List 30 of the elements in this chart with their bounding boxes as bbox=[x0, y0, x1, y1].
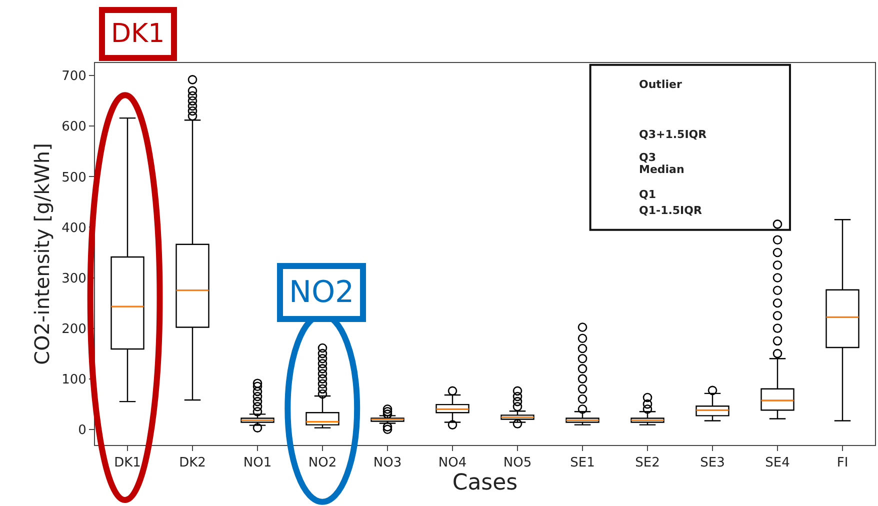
y-tick-label: 100 bbox=[62, 372, 86, 388]
annotation: Median bbox=[639, 163, 684, 176]
y-tick-label: 500 bbox=[62, 170, 86, 186]
x-tick-label: NO4 bbox=[438, 456, 467, 471]
x-tick-label: DK2 bbox=[179, 456, 206, 471]
annotation: NO2 bbox=[289, 275, 354, 310]
y-tick-label: 300 bbox=[62, 271, 86, 286]
x-tick-label: NO3 bbox=[373, 456, 402, 471]
y-tick-label: 400 bbox=[62, 220, 86, 236]
text: DK1 bbox=[111, 19, 165, 49]
x-tick-label: SE4 bbox=[765, 456, 790, 471]
x-tick-label: DK1 bbox=[114, 456, 141, 471]
x-axis-title: Cases bbox=[452, 470, 518, 496]
x-tick-label: NO5 bbox=[503, 456, 532, 471]
y-tick-label: 200 bbox=[62, 322, 86, 337]
x-tick-label: NO2 bbox=[308, 456, 337, 471]
y-tick-label: 0 bbox=[78, 422, 86, 438]
annotation: Q1-1.5IQR bbox=[639, 204, 702, 217]
y-axis-title: CO2-intensity [g/kWh] bbox=[30, 143, 54, 365]
y-tick-label: 700 bbox=[62, 69, 86, 84]
annotation: Outlier bbox=[639, 78, 682, 91]
x-tick-label: FI bbox=[836, 456, 848, 471]
y-tick-label: 600 bbox=[62, 120, 86, 135]
x-tick-label: SE3 bbox=[700, 456, 725, 471]
x-tick-label: SE1 bbox=[570, 456, 595, 471]
x-tick-label: SE2 bbox=[635, 456, 660, 471]
annotation: Q3 bbox=[639, 151, 656, 164]
annotation: Q1 bbox=[639, 188, 656, 201]
annotation: Q3+1.5IQR bbox=[639, 128, 708, 141]
x-tick-label: NO1 bbox=[243, 456, 272, 471]
